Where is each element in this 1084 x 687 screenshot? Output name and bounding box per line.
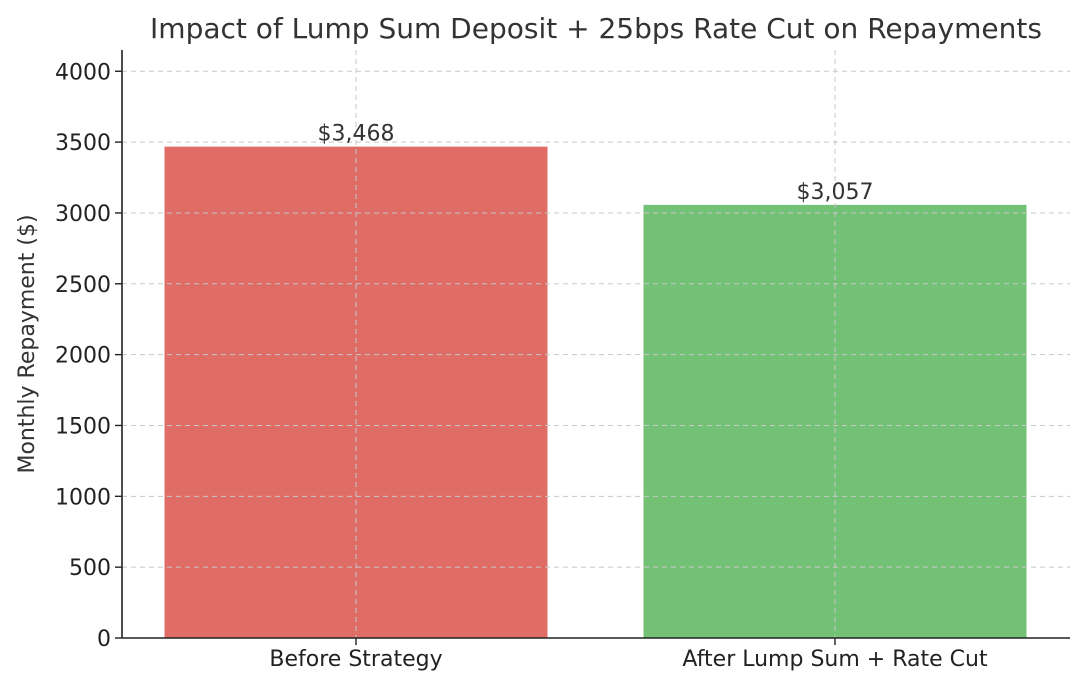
bar-value-label: $3,468	[318, 122, 395, 147]
y-tick-label: 2000	[55, 344, 111, 369]
x-tick-label: Before Strategy	[269, 647, 442, 672]
y-tick-label: 3500	[55, 131, 111, 156]
y-axis-ticks: 0 500 1000 1500 2000 2500 3000 3500 4000	[55, 60, 122, 652]
y-tick-label: 1000	[55, 485, 111, 510]
y-tick-label: 500	[69, 556, 111, 581]
y-axis-label: Monthly Repayment ($)	[15, 214, 40, 473]
chart-title: Impact of Lump Sum Deposit + 25bps Rate …	[150, 12, 1042, 45]
grid-lines	[122, 50, 1070, 638]
y-tick-label: 1500	[55, 414, 111, 439]
y-tick-label: 4000	[55, 60, 111, 85]
data-labels: $3,468 $3,057	[318, 122, 874, 205]
y-tick-label: 3000	[55, 202, 111, 227]
bar-value-label: $3,057	[797, 180, 874, 205]
x-tick-label: After Lump Sum + Rate Cut	[682, 647, 988, 672]
y-tick-label: 2500	[55, 273, 111, 298]
y-tick-label: 0	[97, 627, 111, 652]
x-axis-ticks: Before Strategy After Lump Sum + Rate Cut	[269, 638, 988, 672]
bars	[164, 146, 1027, 638]
